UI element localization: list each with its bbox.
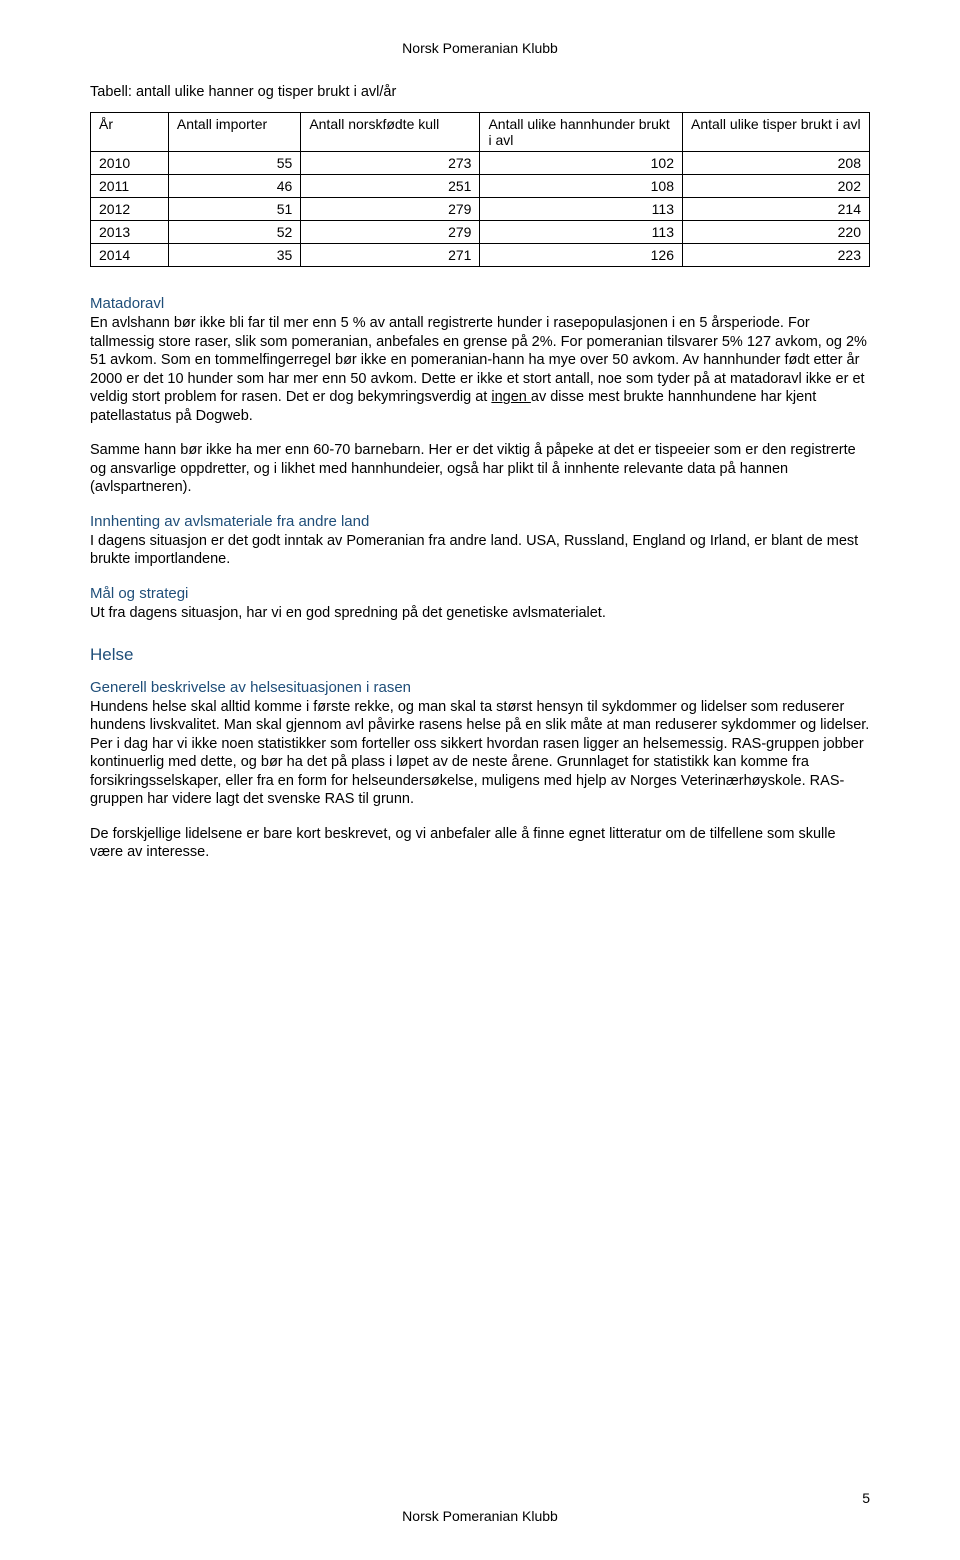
data-table: År Antall importer Antall norskfødte kul… — [90, 112, 870, 267]
table-row: 201352279113220 — [91, 221, 870, 244]
paragraph: Hundens helse skal alltid komme i første… — [90, 698, 870, 809]
table-cell: 271 — [301, 244, 480, 267]
col-header: Antall ulike tisper brukt i avl — [683, 113, 870, 152]
table-row: 201435271126223 — [91, 244, 870, 267]
paragraph: En avlshann bør ikke bli far til mer enn… — [90, 314, 870, 425]
table-cell: 273 — [301, 152, 480, 175]
table-cell: 113 — [480, 221, 683, 244]
col-header: År — [91, 113, 169, 152]
page-number: 5 — [862, 1490, 870, 1506]
table-row: 201251279113214 — [91, 198, 870, 221]
page-header: Norsk Pomeranian Klubb — [90, 40, 870, 56]
table-row: 201055273102208 — [91, 152, 870, 175]
table-cell: 46 — [168, 175, 300, 198]
paragraph: Samme hann bør ikke ha mer enn 60-70 bar… — [90, 441, 870, 497]
table-cell: 108 — [480, 175, 683, 198]
col-header: Antall importer — [168, 113, 300, 152]
table-header-row: År Antall importer Antall norskfødte kul… — [91, 113, 870, 152]
table-cell: 220 — [683, 221, 870, 244]
table-cell: 279 — [301, 221, 480, 244]
document-page: Norsk Pomeranian Klubb Tabell: antall ul… — [0, 0, 960, 1560]
table-cell: 223 — [683, 244, 870, 267]
table-cell: 251 — [301, 175, 480, 198]
table-cell: 113 — [480, 198, 683, 221]
table-cell: 51 — [168, 198, 300, 221]
table-cell: 2010 — [91, 152, 169, 175]
paragraph: Ut fra dagens situasjon, har vi en god s… — [90, 604, 870, 623]
heading-generell: Generell beskrivelse av helsesituasjonen… — [90, 679, 870, 696]
table-cell: 202 — [683, 175, 870, 198]
table-cell: 126 — [480, 244, 683, 267]
table-cell: 2011 — [91, 175, 169, 198]
table-cell: 102 — [480, 152, 683, 175]
table-cell: 279 — [301, 198, 480, 221]
table-cell: 2013 — [91, 221, 169, 244]
table-cell: 35 — [168, 244, 300, 267]
heading-helse: Helse — [90, 645, 870, 665]
table-cell: 52 — [168, 221, 300, 244]
table-cell: 2014 — [91, 244, 169, 267]
paragraph: De forskjellige lidelsene er bare kort b… — [90, 825, 870, 862]
heading-mal: Mål og strategi — [90, 585, 870, 602]
table-cell: 55 — [168, 152, 300, 175]
underlined-text: ingen — [491, 389, 531, 405]
page-footer: Norsk Pomeranian Klubb — [0, 1508, 960, 1524]
table-cell: 2012 — [91, 198, 169, 221]
table-row: 201146251108202 — [91, 175, 870, 198]
table-cell: 208 — [683, 152, 870, 175]
paragraph: I dagens situasjon er det godt inntak av… — [90, 532, 870, 569]
col-header: Antall norskfødte kull — [301, 113, 480, 152]
col-header: Antall ulike hannhunder brukt i avl — [480, 113, 683, 152]
table-cell: 214 — [683, 198, 870, 221]
table-title: Tabell: antall ulike hanner og tisper br… — [90, 84, 870, 100]
heading-innhenting: Innhenting av avlsmateriale fra andre la… — [90, 513, 870, 530]
heading-matadoravl: Matadoravl — [90, 295, 870, 312]
